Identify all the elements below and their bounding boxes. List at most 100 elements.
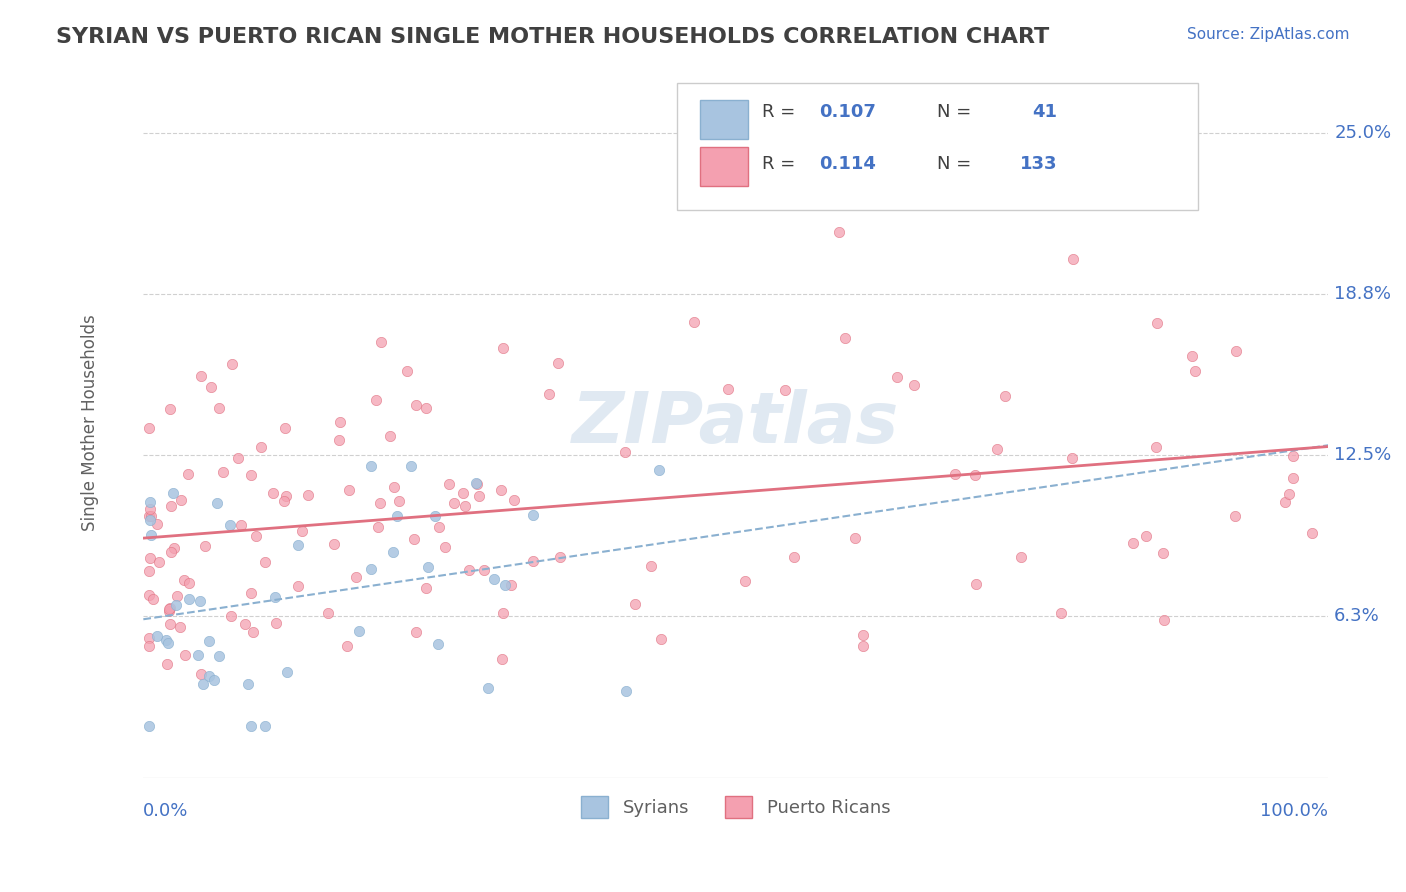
Text: 12.5%: 12.5% <box>1334 446 1392 464</box>
Syrians <box>139 495 162 509</box>
Puerto Ricans <box>169 619 191 633</box>
Puerto Ricans <box>1274 495 1296 509</box>
Syrians <box>138 719 160 733</box>
Puerto Ricans <box>160 500 183 514</box>
Puerto Ricans <box>166 589 188 603</box>
Syrians <box>198 634 221 648</box>
Puerto Ricans <box>548 550 571 565</box>
Puerto Ricans <box>834 331 856 345</box>
Puerto Ricans <box>443 496 465 510</box>
Syrians <box>187 648 209 663</box>
Puerto Ricans <box>208 401 231 416</box>
Puerto Ricans <box>219 609 242 624</box>
Puerto Ricans <box>613 445 636 459</box>
Syrians <box>465 476 488 491</box>
Puerto Ricans <box>844 531 866 545</box>
Puerto Ricans <box>491 651 513 665</box>
Puerto Ricans <box>465 477 488 491</box>
Puerto Ricans <box>242 625 264 640</box>
Puerto Ricans <box>337 483 360 497</box>
Puerto Ricans <box>454 500 477 514</box>
Text: 100.0%: 100.0% <box>1260 803 1329 821</box>
Puerto Ricans <box>472 563 495 577</box>
Puerto Ricans <box>287 579 309 593</box>
Puerto Ricans <box>250 441 273 455</box>
Puerto Ricans <box>903 378 925 392</box>
Puerto Ricans <box>139 501 162 516</box>
Puerto Ricans <box>1225 344 1247 359</box>
Puerto Ricans <box>264 615 287 630</box>
Syrians <box>522 508 544 523</box>
Puerto Ricans <box>439 477 461 491</box>
Text: Single Mother Households: Single Mother Households <box>82 315 98 532</box>
Syrians <box>208 648 231 663</box>
Puerto Ricans <box>138 550 160 565</box>
Puerto Ricans <box>291 524 314 539</box>
Syrians <box>139 513 162 527</box>
Puerto Ricans <box>388 494 411 508</box>
Puerto Ricans <box>1062 450 1084 465</box>
Puerto Ricans <box>492 606 515 620</box>
Text: 0.0%: 0.0% <box>143 803 188 821</box>
Puerto Ricans <box>1135 529 1157 543</box>
Text: 0.114: 0.114 <box>818 155 876 173</box>
Puerto Ricans <box>245 529 267 543</box>
Puerto Ricans <box>624 598 647 612</box>
Syrians <box>219 517 242 532</box>
Syrians <box>240 719 263 733</box>
Puerto Ricans <box>159 401 181 416</box>
Puerto Ricans <box>1223 508 1246 523</box>
Puerto Ricans <box>1010 549 1032 564</box>
Puerto Ricans <box>190 667 212 681</box>
Puerto Ricans <box>415 581 437 595</box>
Puerto Ricans <box>994 389 1017 403</box>
Syrians <box>381 545 404 559</box>
Syrians <box>155 633 177 648</box>
Puerto Ricans <box>159 616 181 631</box>
Puerto Ricans <box>852 639 875 653</box>
Puerto Ricans <box>489 483 512 498</box>
Puerto Ricans <box>336 639 359 653</box>
Puerto Ricans <box>316 607 339 621</box>
Puerto Ricans <box>253 555 276 569</box>
Puerto Ricans <box>405 398 427 412</box>
Syrians <box>146 629 169 643</box>
Syrians <box>191 677 214 691</box>
Syrians <box>190 594 212 608</box>
Puerto Ricans <box>344 569 367 583</box>
Puerto Ricans <box>138 564 160 578</box>
Syrians <box>162 486 184 500</box>
Puerto Ricans <box>547 356 569 370</box>
Puerto Ricans <box>273 493 295 508</box>
Puerto Ricans <box>405 625 427 640</box>
Puerto Ricans <box>221 358 243 372</box>
Puerto Ricans <box>783 550 806 565</box>
Puerto Ricans <box>886 369 908 384</box>
Syrians <box>198 669 221 683</box>
Puerto Ricans <box>157 602 180 616</box>
Puerto Ricans <box>1278 487 1301 501</box>
Syrians <box>254 719 277 733</box>
Puerto Ricans <box>538 386 561 401</box>
Puerto Ricans <box>159 601 181 615</box>
Puerto Ricans <box>156 657 179 671</box>
Puerto Ricans <box>138 421 160 435</box>
Puerto Ricans <box>1146 316 1168 330</box>
Text: 41: 41 <box>1032 103 1057 121</box>
Puerto Ricans <box>322 537 344 551</box>
Puerto Ricans <box>1050 607 1073 621</box>
Puerto Ricans <box>262 486 284 500</box>
Puerto Ricans <box>734 574 756 589</box>
Puerto Ricans <box>194 539 217 553</box>
Syrians <box>648 463 671 477</box>
Syrians <box>360 458 382 473</box>
Puerto Ricans <box>157 604 180 618</box>
Puerto Ricans <box>1122 536 1144 550</box>
Syrians <box>399 458 422 473</box>
Puerto Ricans <box>240 585 263 599</box>
Syrians <box>385 508 408 523</box>
Puerto Ricans <box>240 467 263 482</box>
Puerto Ricans <box>828 225 851 239</box>
Puerto Ricans <box>169 493 191 508</box>
Syrians <box>264 590 287 604</box>
